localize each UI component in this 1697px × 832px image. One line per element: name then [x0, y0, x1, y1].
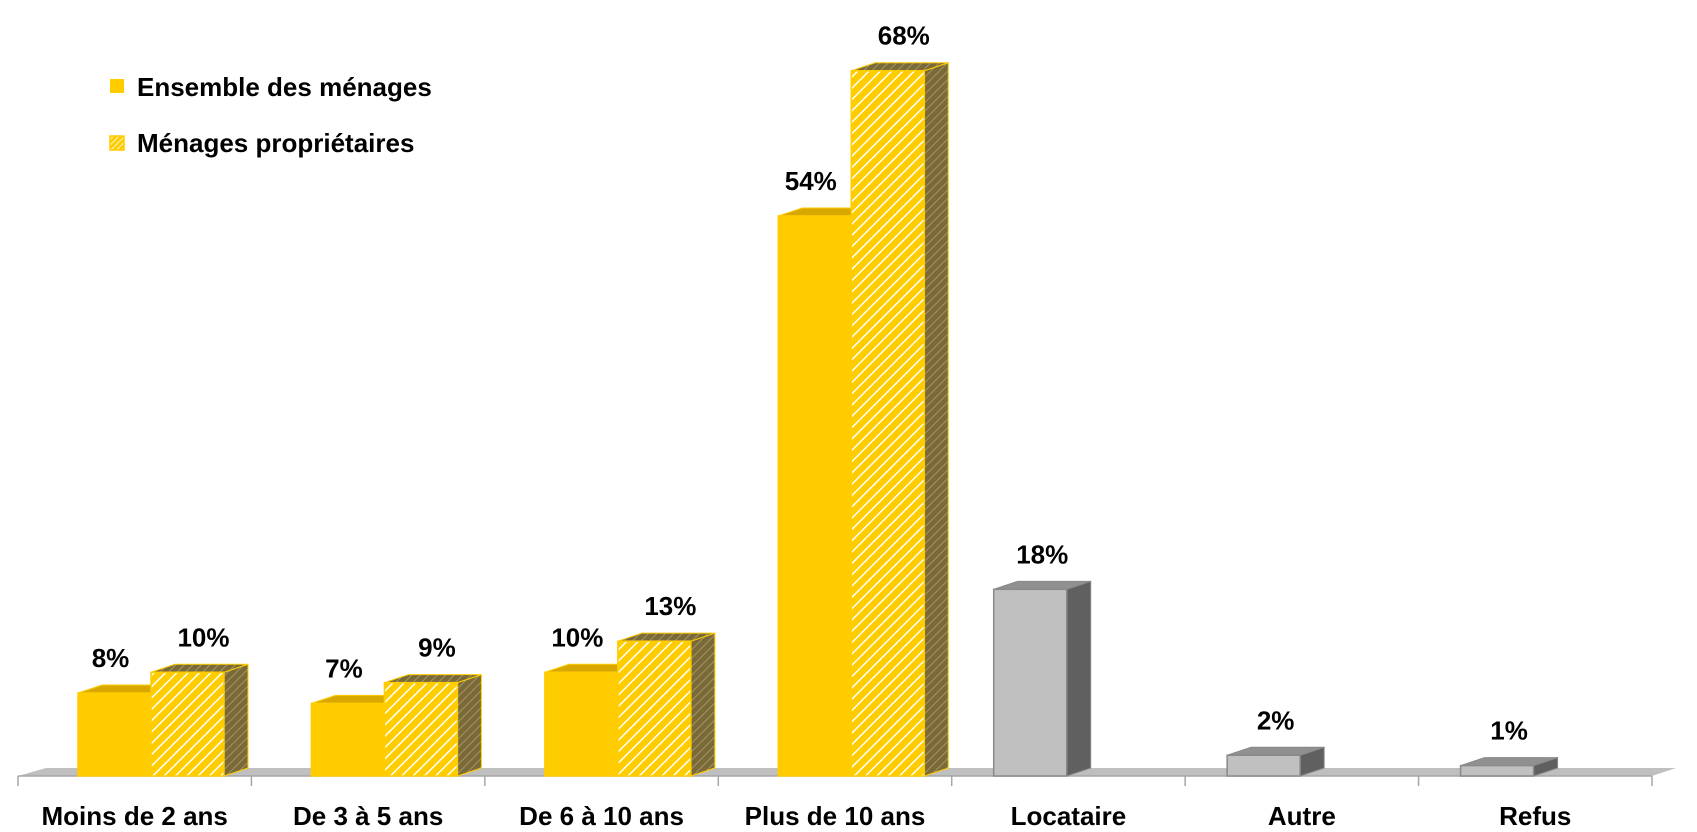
bar-proprietaires-de-3-a-5-ans — [383, 673, 482, 777]
data-label-proprietaires-moins-de-2-ans: 10% — [177, 622, 229, 652]
legend-swatch-ensemble — [110, 79, 124, 93]
bar-ensemble-de-6-a-10-ans-front — [544, 671, 619, 777]
data-label-ensemble-locataire: 18% — [1016, 539, 1068, 569]
bar-ensemble-locataire-front — [992, 588, 1068, 777]
data-label-ensemble-moins-de-2-ans: 8% — [92, 643, 130, 673]
bar-ensemble-autre — [1226, 746, 1325, 777]
bar-ensemble-de-3-a-5-ans-front — [310, 702, 386, 777]
bar-ensemble-plus-de-10-ans — [777, 207, 876, 777]
legend-label-proprietaires: Ménages propriétaires — [137, 128, 414, 158]
bars-layer — [77, 62, 1559, 777]
bar-ensemble-refus — [1459, 756, 1559, 777]
data-label-ensemble-de-6-a-10-ans: 10% — [551, 622, 603, 652]
category-labels-layer: Moins de 2 ans De 3 à 5 ans De 6 à 10 ans P… — [42, 801, 1572, 831]
bar-proprietaires-de-3-a-5-ans-front — [383, 681, 459, 777]
category-label-de-3-a-5-ans: De 3 à 5 ans — [293, 801, 443, 831]
data-label-proprietaires-plus-de-10-ans: 68% — [878, 21, 930, 51]
data-label-ensemble-plus-de-10-ans: 54% — [785, 166, 837, 196]
bar-proprietaires-moins-de-2-ans — [150, 663, 249, 777]
category-label-locataire: Locataire — [1011, 801, 1127, 831]
bar-ensemble-plus-de-10-ans-front — [777, 215, 853, 777]
category-label-refus: Refus — [1499, 801, 1571, 831]
bar-ensemble-autre-front — [1226, 754, 1301, 777]
category-label-autre: Autre — [1268, 801, 1336, 831]
bar-proprietaires-moins-de-2-ans-side — [223, 663, 249, 777]
bar-ensemble-locataire-side — [1066, 580, 1092, 777]
bar-ensemble-moins-de-2-ans-front — [77, 692, 152, 777]
data-label-ensemble-refus: 1% — [1490, 716, 1528, 746]
bar-ensemble-locataire — [992, 580, 1092, 777]
x-axis-ticks — [17, 776, 1653, 786]
bar-proprietaires-moins-de-2-ans-front — [150, 671, 225, 777]
bar-proprietaires-de-6-a-10-ans — [617, 632, 716, 777]
legend: Ensemble des ménages Ménages propriétair… — [109, 72, 432, 158]
bar-proprietaires-de-6-a-10-ans-side — [690, 632, 716, 777]
data-labels-layer: 8% 10% 7% 9% 10% 13% 54% 68% 18% 2% 1% — [92, 21, 1528, 746]
bar-ensemble-refus-front — [1459, 764, 1535, 777]
bar-proprietaires-plus-de-10-ans — [850, 62, 949, 777]
data-label-proprietaires-de-6-a-10-ans: 13% — [644, 591, 696, 621]
legend-swatch-proprietaires — [109, 135, 125, 151]
legend-label-ensemble: Ensemble des ménages — [137, 72, 432, 102]
category-label-de-6-a-10-ans: De 6 à 10 ans — [519, 801, 684, 831]
data-label-proprietaires-de-3-a-5-ans: 9% — [418, 633, 456, 663]
bar-proprietaires-plus-de-10-ans-front — [850, 69, 926, 777]
category-label-moins-de-2-ans: Moins de 2 ans — [42, 801, 228, 831]
data-label-ensemble-de-3-a-5-ans: 7% — [325, 653, 363, 683]
data-label-ensemble-autre: 2% — [1257, 705, 1295, 735]
bar-proprietaires-plus-de-10-ans-side — [923, 62, 949, 777]
category-label-plus-de-10-ans: Plus de 10 ans — [745, 801, 926, 831]
bar-proprietaires-de-3-a-5-ans-side — [456, 673, 482, 777]
bar-ensemble-moins-de-2-ans — [77, 684, 176, 777]
bar-proprietaires-de-6-a-10-ans-front — [617, 640, 692, 777]
